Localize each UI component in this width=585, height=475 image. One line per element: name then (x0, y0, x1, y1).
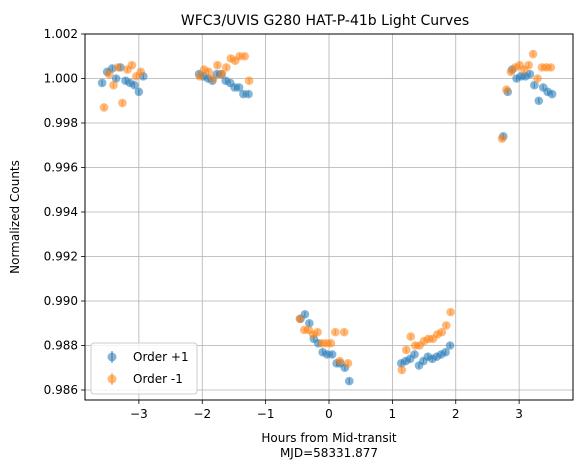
data-point (437, 327, 447, 337)
x-axis-label: Hours from Mid-transit (261, 431, 397, 445)
data-point (546, 63, 556, 72)
data-point (244, 89, 253, 99)
data-point (134, 87, 144, 97)
data-point (547, 89, 557, 99)
y-tick-label: 1.002 (44, 27, 78, 41)
data-point (331, 327, 340, 337)
data-point (406, 332, 416, 341)
data-point (217, 69, 227, 79)
x-tick-label: −2 (193, 407, 211, 421)
series-order-minus-1 (99, 49, 556, 375)
data-point (524, 60, 533, 70)
data-point (326, 338, 336, 348)
x-tick-label: 1 (389, 407, 397, 421)
data-point (127, 60, 137, 70)
x-axis-label-line2: MJD=58331.877 (280, 446, 378, 460)
data-point (533, 74, 542, 83)
data-point (118, 98, 127, 108)
y-tick-label: 0.998 (44, 116, 78, 130)
data-point (327, 350, 337, 359)
data-point (204, 67, 213, 77)
data-point (528, 49, 538, 59)
data-point (402, 345, 411, 355)
legend: Order +1 Order -1 (90, 342, 198, 395)
y-tick-label: 0.992 (44, 249, 78, 263)
grid-lines (85, 33, 573, 400)
data-point (339, 327, 349, 337)
axis-ticks: −3 −2 −1 0 1 2 3 0.986 0.988 0.990 0.992 0.994 0.996… (44, 27, 523, 421)
y-tick-label: 0.988 (44, 338, 78, 352)
data-point (305, 318, 314, 328)
data-point (295, 314, 305, 324)
data-point (136, 67, 146, 77)
y-axis-label: Normalized Counts (8, 160, 22, 274)
legend-label-order-minus-1: Order -1 (133, 372, 183, 386)
x-tick-label: 2 (452, 407, 460, 421)
legend-marker-order-minus-1 (107, 374, 117, 384)
data-point (445, 341, 455, 350)
data-point (195, 71, 205, 81)
data-point (222, 63, 231, 72)
legend-entry-order-minus-1: Order -1 (107, 372, 183, 386)
x-tick-label: 0 (325, 407, 333, 421)
data-point (244, 76, 254, 86)
y-tick-label: 0.986 (44, 383, 78, 397)
y-tick-label: 1.000 (44, 71, 78, 85)
legend-label-order-plus-1: Order +1 (133, 350, 189, 364)
legend-box (90, 342, 198, 395)
y-tick-label: 0.994 (44, 205, 78, 219)
legend-marker-order-plus-1 (107, 352, 117, 362)
data-point (441, 321, 451, 330)
data-point (111, 74, 121, 83)
series-order-plus-1 (97, 63, 557, 386)
data-point (234, 83, 244, 92)
data-point (410, 350, 419, 359)
legend-entry-order-plus-1: Order +1 (107, 350, 189, 364)
data-point (109, 80, 118, 90)
data-point (441, 347, 450, 357)
data-point (502, 85, 511, 94)
data-point (240, 51, 250, 61)
data-point (97, 78, 107, 88)
data-point (113, 63, 123, 72)
data-points (97, 49, 557, 386)
x-tick-label: −1 (257, 407, 275, 421)
data-point (313, 327, 322, 337)
x-tick-label: −3 (130, 407, 148, 421)
y-tick-label: 0.996 (44, 160, 78, 174)
y-tick-label: 0.990 (44, 294, 78, 308)
data-point (335, 356, 345, 366)
data-point (104, 69, 114, 79)
data-point (446, 307, 455, 317)
data-point (130, 80, 139, 90)
chart-title: WFC3/UVIS G280 HAT-P-41b Light Curves (181, 13, 469, 29)
data-point (534, 96, 544, 106)
x-tick-label: 3 (515, 407, 523, 421)
data-point (344, 376, 354, 386)
data-point (213, 60, 222, 70)
data-point (497, 134, 507, 143)
data-point (208, 74, 218, 83)
data-point (343, 358, 353, 368)
data-point (530, 80, 539, 90)
data-point (397, 365, 407, 375)
data-point (99, 103, 109, 112)
